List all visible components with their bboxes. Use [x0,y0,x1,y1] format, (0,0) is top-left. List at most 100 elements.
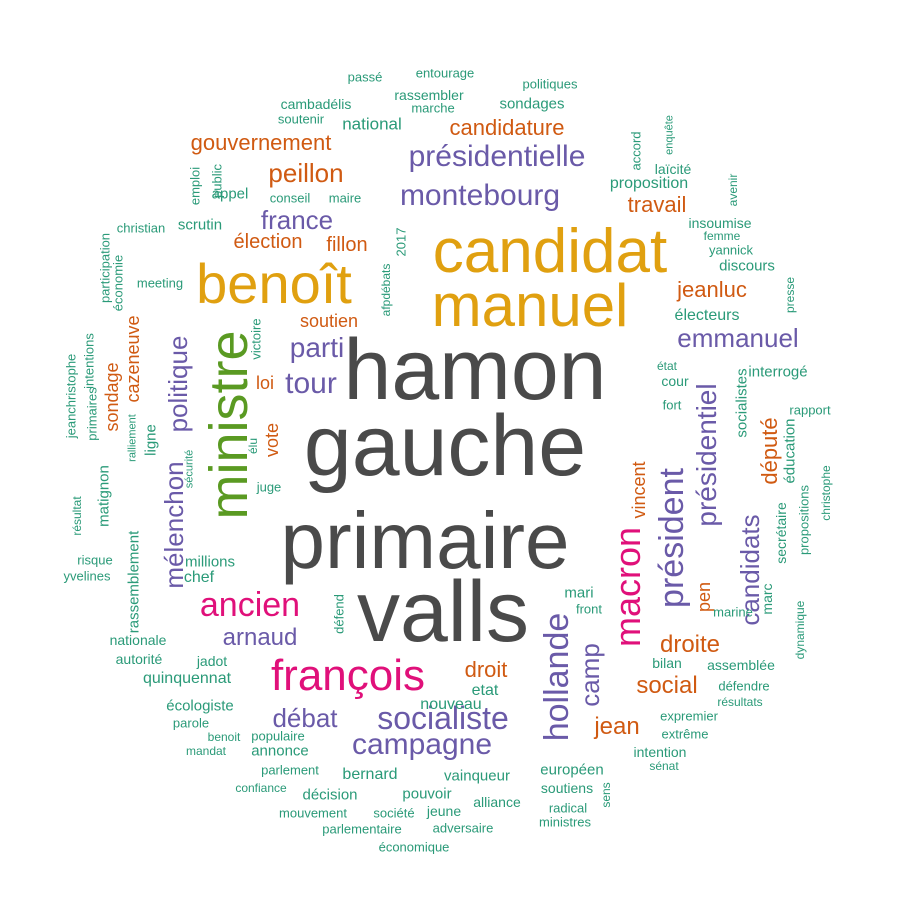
word-emmanuel: emmanuel [677,323,799,353]
word-tour: tour [285,367,337,400]
word-adversaire: adversaire [432,820,494,836]
word-femme: femme [703,229,741,243]
word-loi: loi [255,373,275,393]
word-cazeneuve: cazeneuve [123,315,143,403]
word-defendre: défendre [718,678,770,694]
word-decision: décision [302,786,358,804]
word-soutiens: soutiens [540,780,594,796]
word-socialiste: socialiste [377,700,509,736]
word-quinquennat: quinquennat [142,670,232,687]
word-education: éducation [781,418,799,484]
word-vote: vote [262,422,282,458]
word-meeting: meeting [136,275,184,291]
word-nouveau: nouveau [420,696,482,713]
word-hollande: hollande [538,612,576,742]
word-afpdebats: afpdébats [379,263,393,317]
word-candidature: candidature [449,115,565,140]
word-presidentielle: présidentielle [408,140,586,173]
word-passe: passé [347,69,383,85]
word-ecologiste: écologiste [166,697,234,715]
word-primaire: primaire [280,496,570,585]
word-fort: fort [662,397,682,413]
word-rapport: rapport [789,402,831,418]
word-manuel: manuel [431,272,629,339]
word-sens: sens [599,782,613,808]
word-presidentiel: présidentiel [691,383,722,527]
word-radical: radical [548,800,588,816]
word-travail: travail [627,192,687,217]
word-cambadelis: cambadélis [280,96,352,112]
word-primaires: primaires [84,387,100,441]
word-jeune: jeune [426,803,462,819]
word-etat: etat [471,682,499,699]
word-appel: appel [211,185,249,203]
word-dynamique: dynamique [793,600,807,660]
word-debat: débat [272,703,338,733]
word-secretaire: secrétaire [773,502,789,564]
word-expremier: expremier [660,708,718,724]
word-proposition: proposition [609,175,689,192]
word-etat: état [656,359,678,373]
word-droit: droit [464,657,508,682]
word-droite: droite [659,631,721,658]
word-jadot: jadot [196,653,228,669]
word-autorite: autorité [115,651,163,667]
word-jeanluc: jeanluc [677,277,747,302]
word-social: social [636,672,698,699]
word-mari: mari [564,584,594,602]
word-socialistes: socialistes [733,368,751,438]
word-senat: sénat [649,759,679,773]
word-marine: marine [713,604,753,620]
word-parole: parole [172,715,210,731]
word-avenir: avenir [726,173,740,207]
word-ligne: ligne [142,424,160,456]
word-parlementaire: parlementaire [322,821,402,837]
word-marc: marc [759,583,775,615]
word-sondage: sondage [102,362,122,432]
word-pouvoir: pouvoir [402,785,452,803]
word-insoumise: insoumise [688,215,752,231]
word-france: france [260,205,334,235]
word-bernard: bernard [342,766,398,783]
word-montebourg: montebourg [399,179,561,212]
word-francois: françois [270,651,426,700]
word-economie: économie [110,254,126,312]
word-victoire: victoire [248,318,264,360]
word-marche: marche [411,100,455,116]
word-soutenir: soutenir [277,111,325,127]
word-gauche: gauche [303,398,587,494]
word-defend: défend [331,594,347,634]
word-cour: cour [661,373,689,389]
word-2017: 2017 [393,227,409,257]
word-depute: député [757,417,782,485]
word-president: président [653,468,691,608]
word-parlement: parlement [261,762,319,778]
word-risque: risque [77,552,113,568]
word-yvelines: yvelines [63,568,111,584]
word-mandat: mandat [185,744,227,758]
word-vainqueur: vainqueur [444,767,510,785]
word-bilan: bilan [652,655,682,671]
word-societe: société [373,805,415,821]
word-yannick: yannick [708,242,754,258]
word-politique: politique [163,335,193,433]
word-camp: camp [575,643,605,707]
word-securite: sécurité [183,449,196,489]
word-valls: valls [356,564,530,660]
word-ralliement: ralliement [126,414,139,462]
word-resultats: résultats [717,695,763,709]
word-entourage: entourage [415,65,475,81]
word-millions: millions [184,553,236,571]
word-presse: presse [783,276,797,314]
word-scrutin: scrutin [177,216,223,234]
word-ministres: ministres [538,814,592,830]
word-rassemblement: rassemblement [125,530,143,634]
word-extreme: extrême [661,726,709,742]
word-electeurs: électeurs [674,307,740,324]
word-sondages: sondages [499,95,565,113]
word-alliance: alliance [473,794,521,810]
word-nationale: nationale [109,632,167,648]
word-candidat: candidat [432,217,668,286]
word-mouvement: mouvement [279,805,347,821]
word-vincent: vincent [629,461,649,519]
